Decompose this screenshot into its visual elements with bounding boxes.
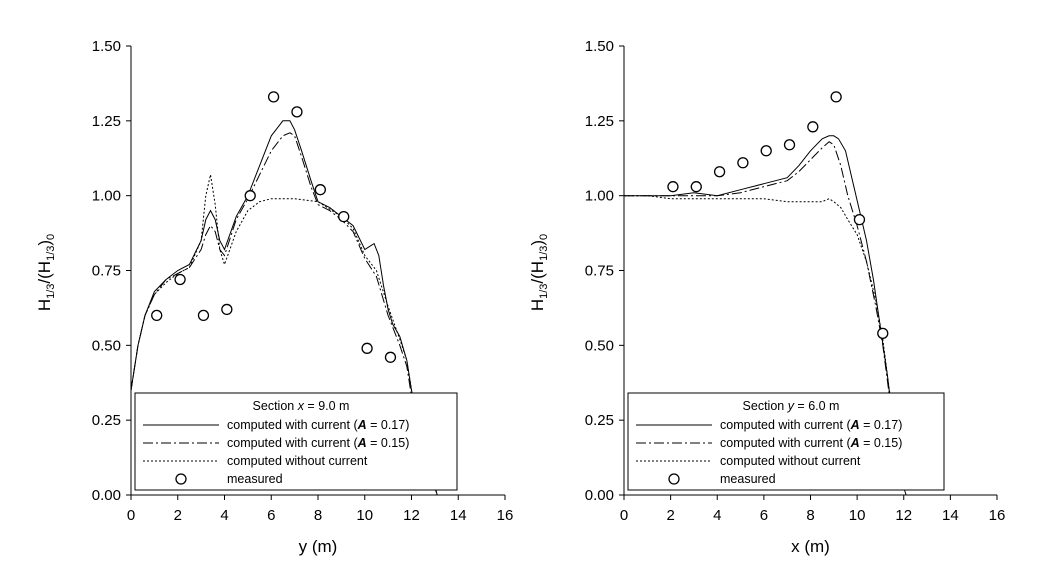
- x-tick-label: 16: [989, 507, 1006, 524]
- x-axis-title: y (m): [299, 537, 338, 556]
- measured-point: [151, 309, 163, 322]
- x-tick-label: 0: [620, 507, 628, 524]
- measured-point: [760, 145, 772, 157]
- chart-panel-2: 0.00 0.25 0.50 0.75 1.00 1.25 1.50 0 2 4 6 8 10 12 14 1…: [528, 38, 1005, 556]
- measured-point: [267, 91, 280, 103]
- legend: Section x = 9.0 m computed with current (…: [134, 392, 458, 491]
- measured-point: [690, 181, 702, 193]
- y-tick-label: 0.50: [585, 337, 614, 354]
- y-tick-label: 0.25: [92, 412, 121, 429]
- x-tick-label: 2: [174, 507, 182, 524]
- y-tick-label: 0.00: [585, 487, 614, 504]
- measured-point: [877, 327, 889, 340]
- y-tick-label: 0.00: [92, 487, 121, 504]
- legend-marker: [668, 473, 680, 485]
- x-tick-label: 0: [127, 507, 135, 524]
- x-tick-label: 10: [849, 507, 866, 524]
- measured-point: [853, 213, 866, 226]
- x-tick-label: 4: [220, 507, 228, 524]
- measured-point: [783, 139, 796, 151]
- legend-title: Section x = 9.0 m: [253, 399, 350, 413]
- legend-label: measured: [720, 472, 776, 486]
- legend-label: computed with current (A = 0.17): [227, 418, 409, 432]
- legend-box: [627, 392, 945, 491]
- series-line-dashdot: [131, 132, 438, 495]
- measured-point: [667, 181, 679, 193]
- y-tick-label: 0.75: [92, 263, 121, 280]
- series-line-dashdot: [624, 141, 905, 490]
- x-tick-label: 8: [806, 507, 814, 524]
- x-tick-label: 8: [314, 507, 322, 524]
- legend: Section y = 6.0 m computed with current (…: [627, 392, 945, 491]
- legend-label: computed without current: [227, 454, 368, 468]
- y-tick-label: 1.25: [585, 113, 614, 130]
- x-tick-label: 6: [267, 507, 275, 524]
- y-tick-label: 0.25: [585, 412, 614, 429]
- measured-point: [807, 121, 819, 133]
- series-line-dotted: [624, 195, 905, 490]
- legend-label: computed with current (A = 0.15): [227, 436, 409, 450]
- series-line-dotted: [131, 174, 438, 495]
- series-line-solid: [131, 120, 438, 495]
- y-tick-label: 1.50: [92, 38, 121, 55]
- y-tick-label: 1.25: [92, 113, 121, 130]
- chart-panel-1: 0.00 0.25 0.50 0.75 1.00 1.25 1.50 0 2 4 6 8 10 12 14 1…: [35, 38, 513, 556]
- x-tick-label: 12: [403, 507, 420, 524]
- legend-label: measured: [227, 472, 283, 486]
- measured-point: [384, 351, 397, 363]
- x-tick-label: 16: [497, 507, 514, 524]
- measured-point: [737, 157, 749, 169]
- x-tick-label: 14: [942, 507, 959, 524]
- measured-point: [244, 190, 256, 202]
- measured-point: [221, 303, 233, 316]
- x-tick-label: 4: [713, 507, 721, 524]
- measured-point: [338, 210, 350, 223]
- legend-label: computed with current (A = 0.17): [720, 418, 902, 432]
- measured-point: [830, 91, 842, 103]
- y-tick-label: 0.50: [92, 337, 121, 354]
- y-tick-label: 1.00: [92, 188, 121, 205]
- legend-title: Section y = 6.0 m: [743, 399, 840, 413]
- measured-point: [197, 309, 210, 322]
- x-tick-label: 2: [666, 507, 674, 524]
- legend-box: [134, 392, 458, 491]
- x-tick-label: 10: [356, 507, 373, 524]
- legend-label: computed with current (A = 0.15): [720, 436, 902, 450]
- x-tick-label: 14: [450, 507, 467, 524]
- y-tick-label: 1.00: [585, 188, 614, 205]
- x-tick-label: 6: [760, 507, 768, 524]
- measured-point: [314, 184, 326, 196]
- measured-point: [713, 166, 726, 178]
- y-tick-label: 0.75: [585, 263, 614, 280]
- y-axis-title: H1/3/(H1/3)0: [35, 234, 57, 311]
- x-tick-label: 12: [895, 507, 912, 524]
- measured-point: [291, 106, 303, 118]
- x-axis-title: x (m): [791, 537, 830, 556]
- legend-marker: [175, 473, 187, 485]
- measured-point: [174, 273, 186, 286]
- measured-point: [361, 342, 373, 354]
- y-axis-title: H1/3/(H1/3)0: [528, 234, 550, 311]
- y-tick-label: 1.50: [585, 38, 614, 55]
- legend-label: computed without current: [720, 454, 861, 468]
